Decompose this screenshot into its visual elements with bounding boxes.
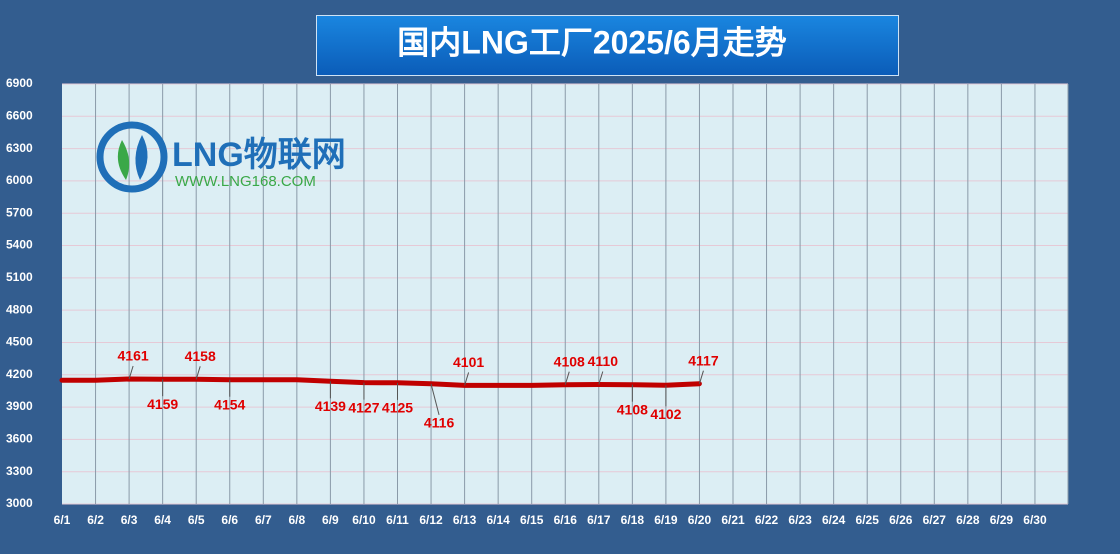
x-tick-label: 6/27 [923,513,947,527]
x-tick-label: 6/4 [154,513,171,527]
x-tick-label: 6/8 [289,513,306,527]
x-tick-label: 6/5 [188,513,205,527]
x-tick-label: 6/3 [121,513,138,527]
y-tick-label: 3300 [6,464,33,478]
data-label: 4154 [214,396,245,412]
x-tick-label: 6/28 [956,513,980,527]
data-label: 4159 [147,396,178,412]
leader-line [195,366,201,380]
x-tick-label: 6/29 [990,513,1014,527]
leader-line [464,372,470,386]
data-label: 4158 [185,348,216,364]
y-tick-label: 5100 [6,270,33,284]
chart-title: 国内LNG工厂2025/6月走势 [397,24,786,60]
x-tick-label: 6/30 [1023,513,1047,527]
y-tick-label: 3600 [6,432,33,446]
y-tick-label: 5700 [6,205,33,219]
data-label: 4110 [588,353,619,369]
data-label: 4108 [617,401,648,417]
leader-line [430,383,440,415]
title-box [316,15,899,76]
x-tick-label: 6/11 [386,513,409,527]
x-tick-label: 6/19 [654,513,678,527]
x-tick-label: 6/24 [822,513,846,527]
y-tick-label: 4500 [6,335,33,349]
x-tick-label: 6/12 [419,513,443,527]
series: 4161 4159 4158 4154 4139 4127 4125 4116 4101 4108… [59,348,719,431]
x-tick-label: 6/2 [87,513,104,527]
x-tick-label: 6/26 [889,513,913,527]
data-label: 4108 [554,353,585,369]
y-tick-label: 6900 [6,76,33,90]
y-tick-label: 3900 [6,399,33,413]
x-tick-label: 6/6 [221,513,238,527]
y-tick-label: 6000 [6,173,33,187]
leader-line [564,371,570,385]
x-tick-label: 6/15 [520,513,544,527]
data-label: 4161 [118,348,149,364]
x-tick-label: 6/10 [352,513,376,527]
y-tick-label: 6600 [6,108,33,122]
x-tick-label: 6/21 [721,513,745,527]
logo-name: LNG物联网 [172,136,346,174]
logo-leaf [117,140,130,180]
data-label: 4116 [424,415,455,431]
y-tick-label: 5400 [6,238,33,252]
leader-line [128,365,134,380]
leader-line [598,371,604,385]
x-tick-label: 6/22 [755,513,779,527]
data-label: 4117 [688,352,719,368]
leader-line [698,370,704,384]
logo: LNG物联网 WWW.LNG168.COM [96,121,346,193]
x-tick-label: 6/20 [688,513,712,527]
logo-url: WWW.LNG168.COM [175,173,316,190]
x-tick-label: 6/16 [554,513,578,527]
y-tick-label: 6300 [6,141,33,155]
x-tick-label: 6/9 [322,513,339,527]
series-line [59,376,702,388]
x-tick-label: 6/25 [856,513,880,527]
x-tick-label: 6/18 [621,513,645,527]
x-tick-label: 6/17 [587,513,611,527]
data-label: 4102 [650,406,681,422]
grid [62,83,1069,505]
logo-leaf [135,135,148,180]
x-tick-label: 6/23 [788,513,812,527]
x-tick-label: 6/1 [54,513,71,527]
y-tick-label: 3000 [6,496,33,510]
x-tick-label: 6/14 [486,513,510,527]
data-label: 4127 [348,399,379,415]
data-label: 4125 [382,400,413,416]
y-tick-label: 4800 [6,302,33,316]
x-tick-label: 6/13 [453,513,477,527]
y-tick-label: 4200 [6,367,33,381]
data-label: 4101 [453,354,484,370]
x-tick-label: 6/7 [255,513,272,527]
data-label: 4139 [315,398,346,414]
logo-ring [96,121,168,193]
